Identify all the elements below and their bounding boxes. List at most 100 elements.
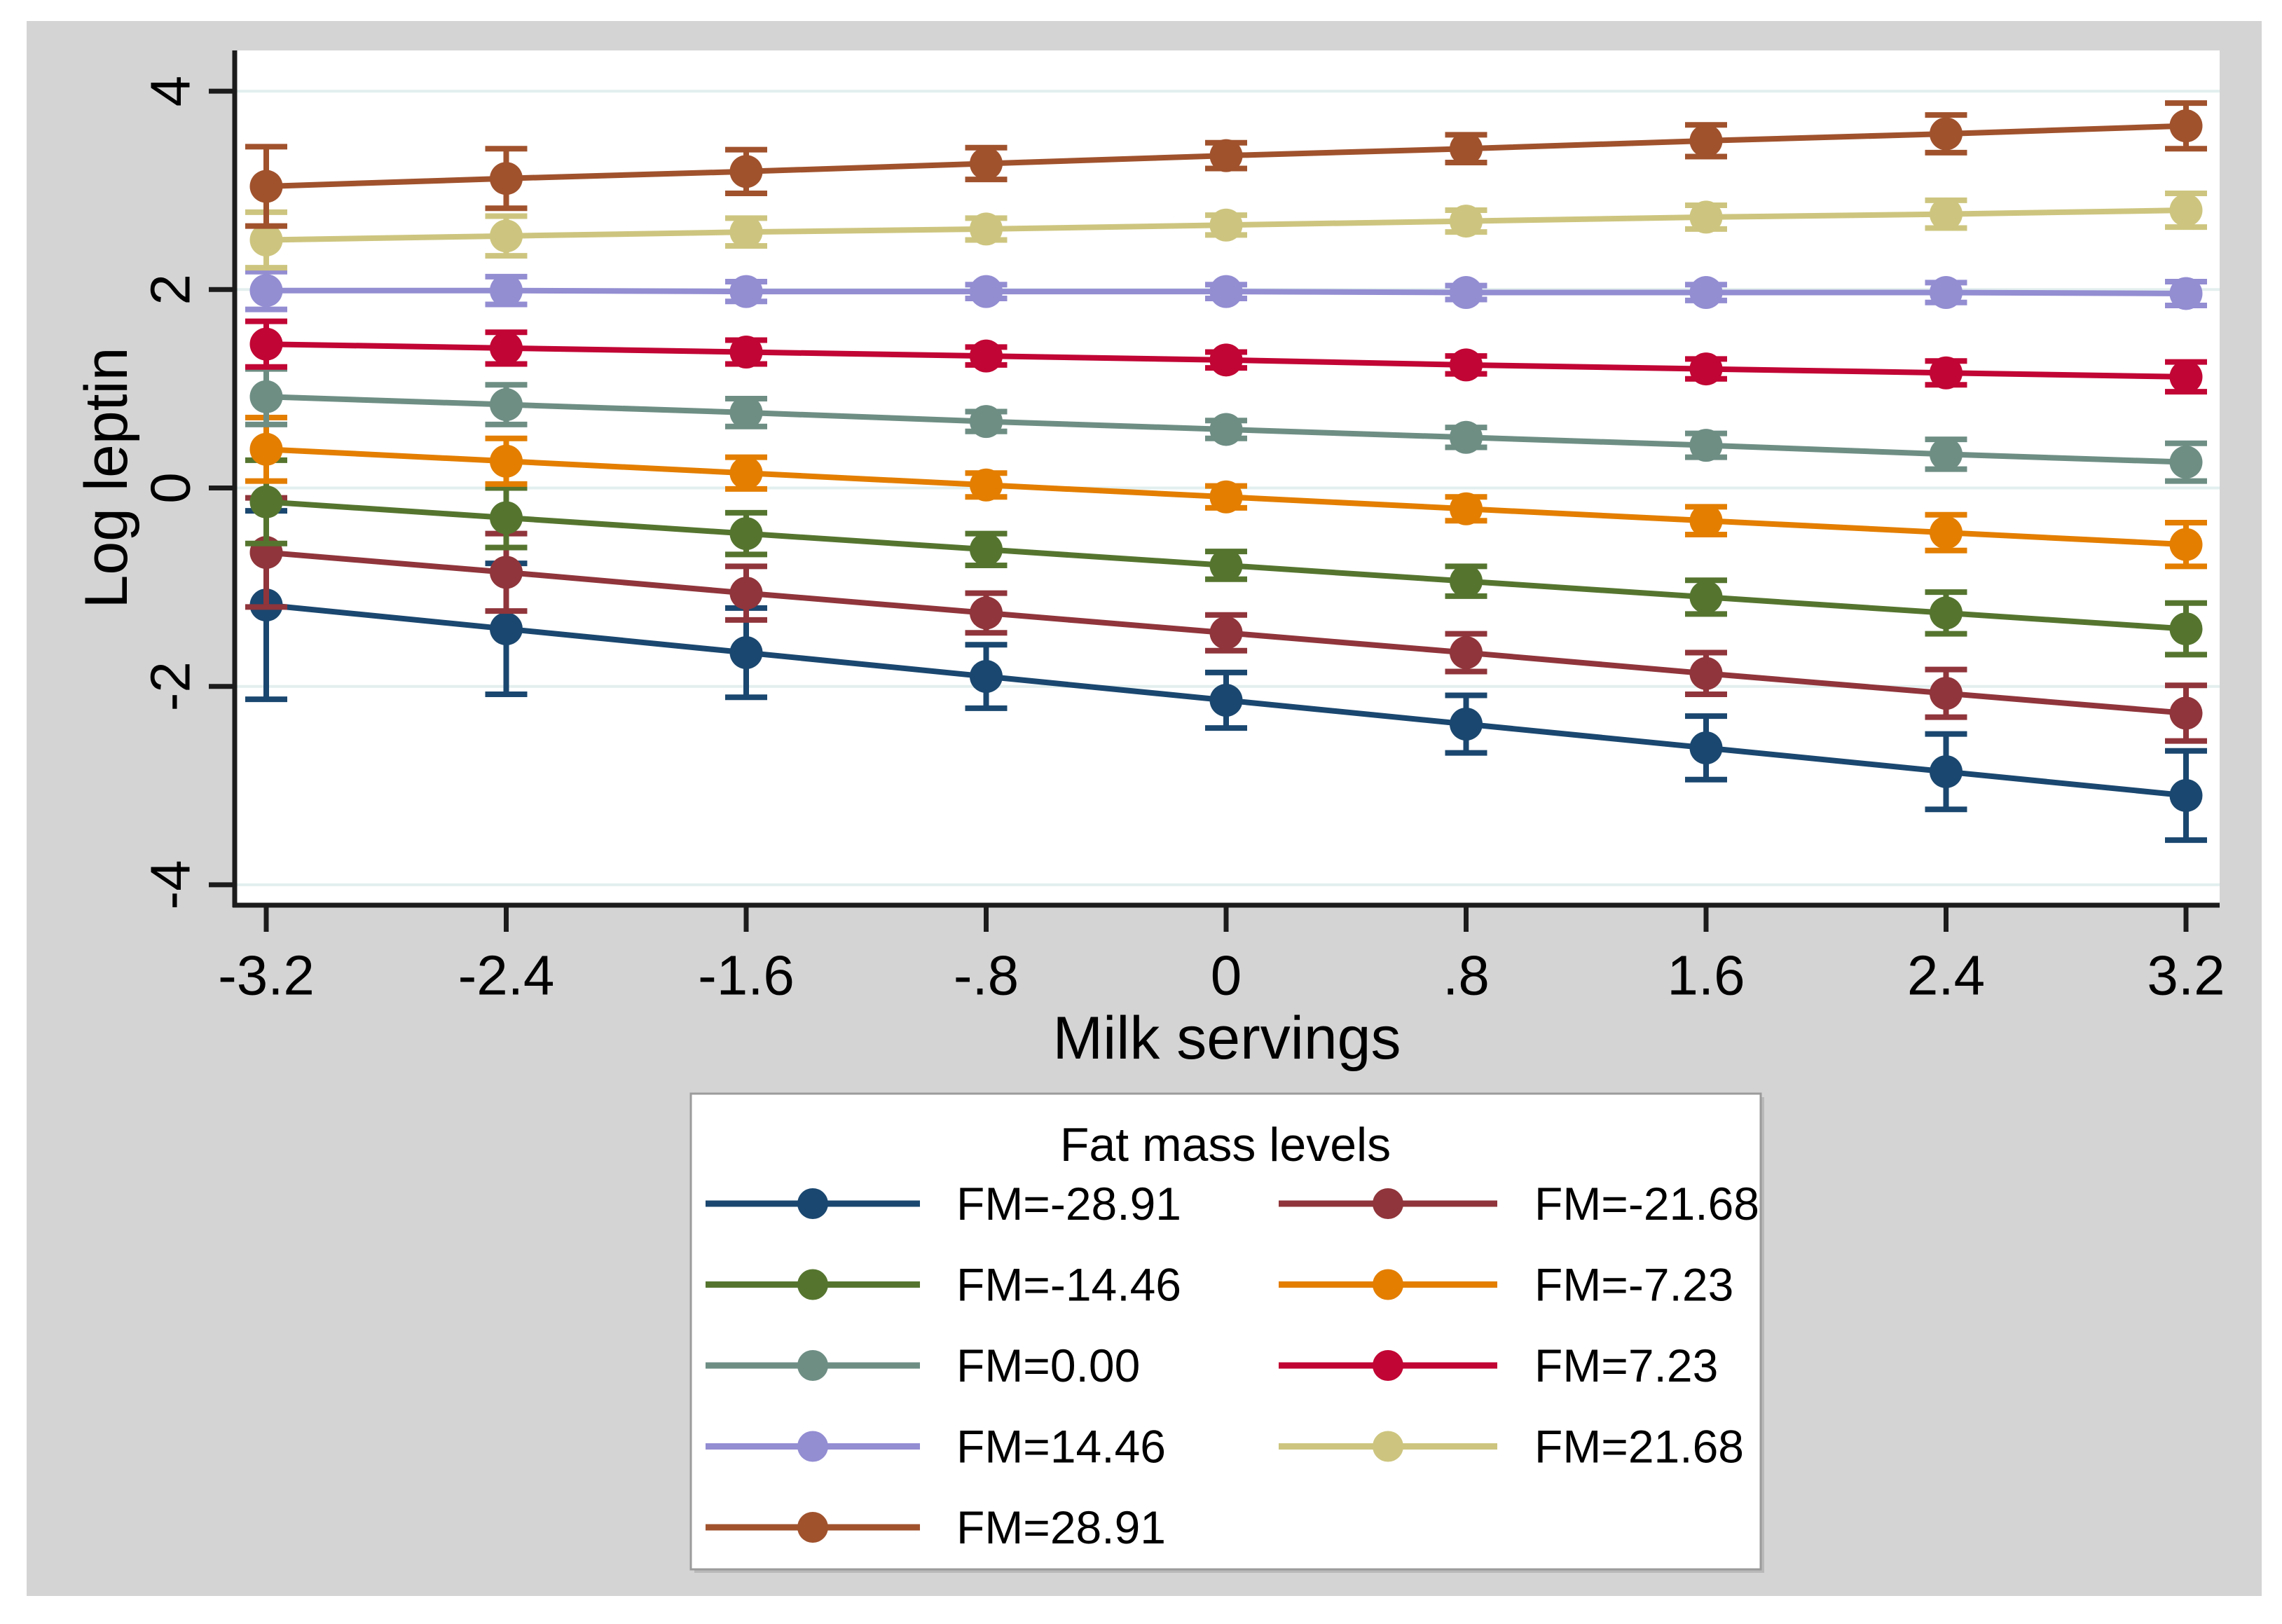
series-marker	[1689, 429, 1723, 462]
legend-entry: FM=-7.23	[1279, 1259, 1733, 1311]
legend-key-marker	[797, 1350, 828, 1381]
legend-entries: FM=-28.91 FM=-21.68 FM=-14.46 FM=-7.23 FM=0.…	[706, 1178, 1759, 1553]
series-marker	[2169, 778, 2203, 812]
legend-title: Fat mass levels	[1060, 1118, 1391, 1171]
series-marker	[490, 388, 523, 422]
series-layer	[245, 100, 2207, 844]
x-tick-label: -1.6	[698, 944, 795, 1007]
series-marker	[1450, 205, 1483, 238]
series-marker	[249, 170, 283, 203]
legend-entry: FM=-21.68	[1279, 1178, 1759, 1230]
series-marker	[2169, 446, 2203, 479]
series-marker	[1450, 708, 1483, 741]
series-marker	[1930, 755, 1963, 788]
series-marker	[970, 339, 1003, 373]
series-FM=0.00	[245, 366, 2207, 484]
series-marker	[2169, 193, 2203, 227]
series-marker	[729, 336, 763, 369]
series-marker	[1209, 549, 1243, 582]
legend-entry: FM=-14.46	[706, 1259, 1181, 1311]
series-marker	[249, 485, 283, 518]
series-marker	[1930, 437, 1963, 471]
series-FM=28.91	[245, 100, 2207, 229]
y-tick-label: 4	[139, 76, 202, 107]
series-FM=7.23	[245, 318, 2207, 395]
legend-key-marker	[1373, 1269, 1403, 1300]
series-marker	[729, 636, 763, 670]
series-marker	[1689, 731, 1723, 764]
legend-key-marker	[797, 1512, 828, 1543]
legend-entry-label: FM=-14.46	[956, 1259, 1181, 1311]
series-marker	[1450, 492, 1483, 525]
series-marker	[490, 444, 523, 478]
series-marker	[1209, 275, 1243, 308]
series-marker	[1930, 117, 1963, 151]
series-marker	[2169, 528, 2203, 561]
x-tick-label: 3.2	[2147, 944, 2225, 1007]
y-tick-label: -2	[139, 661, 202, 711]
legend-entry: FM=0.00	[706, 1340, 1140, 1391]
legend-entry: FM=21.68	[1279, 1421, 1744, 1473]
series-marker	[490, 274, 523, 308]
series-marker	[729, 456, 763, 490]
series-marker	[249, 432, 283, 466]
series-marker	[1450, 565, 1483, 598]
series-marker	[1209, 343, 1243, 377]
series-marker	[249, 223, 283, 256]
series-FM=14.46	[245, 268, 2207, 312]
x-tick-label: 2.4	[1907, 944, 1985, 1007]
x-tick-label: 1.6	[1667, 944, 1745, 1007]
plot-area	[235, 50, 2220, 905]
series-FM=-21.68	[245, 495, 2207, 744]
series-marker	[2169, 612, 2203, 646]
series-marker	[490, 162, 523, 195]
legend-entry-label: FM=28.91	[956, 1501, 1166, 1553]
series-marker	[970, 468, 1003, 502]
series-marker	[1930, 516, 1963, 549]
series-marker	[249, 274, 283, 308]
series-marker	[729, 517, 763, 551]
series-marker	[970, 146, 1003, 180]
series-marker	[1689, 504, 1723, 537]
legend-key-marker	[797, 1188, 828, 1219]
series-marker	[1930, 356, 1963, 390]
legend-entry-label: FM=7.23	[1534, 1340, 1718, 1391]
series-marker	[1689, 276, 1723, 310]
series-marker	[1209, 413, 1243, 446]
series-marker	[249, 380, 283, 413]
x-tick-label: -3.2	[218, 944, 315, 1007]
x-tick-label: .8	[1443, 944, 1490, 1007]
series-marker	[490, 612, 523, 646]
series-marker	[1209, 616, 1243, 649]
series-marker	[970, 212, 1003, 246]
legend-key-marker	[1373, 1188, 1403, 1219]
series-marker	[1209, 208, 1243, 242]
series-marker	[490, 501, 523, 535]
legend-key-marker	[1373, 1431, 1403, 1462]
x-axis-title: Milk servings	[1053, 1005, 1401, 1072]
series-marker	[1689, 200, 1723, 234]
series-marker	[2169, 109, 2203, 143]
legend: Fat mass levels FM=-28.91 FM=-21.68 FM=-14…	[689, 1092, 1764, 1573]
legend-entry-label: FM=0.00	[956, 1340, 1140, 1391]
series-marker	[490, 556, 523, 589]
series-marker	[970, 405, 1003, 439]
x-tick-label: -.8	[954, 944, 1019, 1007]
y-tick-label: 2	[139, 274, 202, 305]
series-marker	[1450, 348, 1483, 382]
series-marker	[729, 396, 763, 429]
series-marker	[970, 275, 1003, 308]
series-marker	[1689, 352, 1723, 386]
series-marker	[970, 596, 1003, 630]
series-marker	[1930, 198, 1963, 231]
series-marker	[2169, 277, 2203, 310]
series-marker	[1930, 276, 1963, 310]
legend-entry: FM=7.23	[1279, 1340, 1718, 1391]
series-marker	[490, 331, 523, 365]
series-marker	[1450, 420, 1483, 454]
series-marker	[1209, 684, 1243, 717]
series-marker	[1689, 124, 1723, 158]
series-marker	[2169, 360, 2203, 394]
legend-entry-label: FM=21.68	[1534, 1421, 1744, 1473]
